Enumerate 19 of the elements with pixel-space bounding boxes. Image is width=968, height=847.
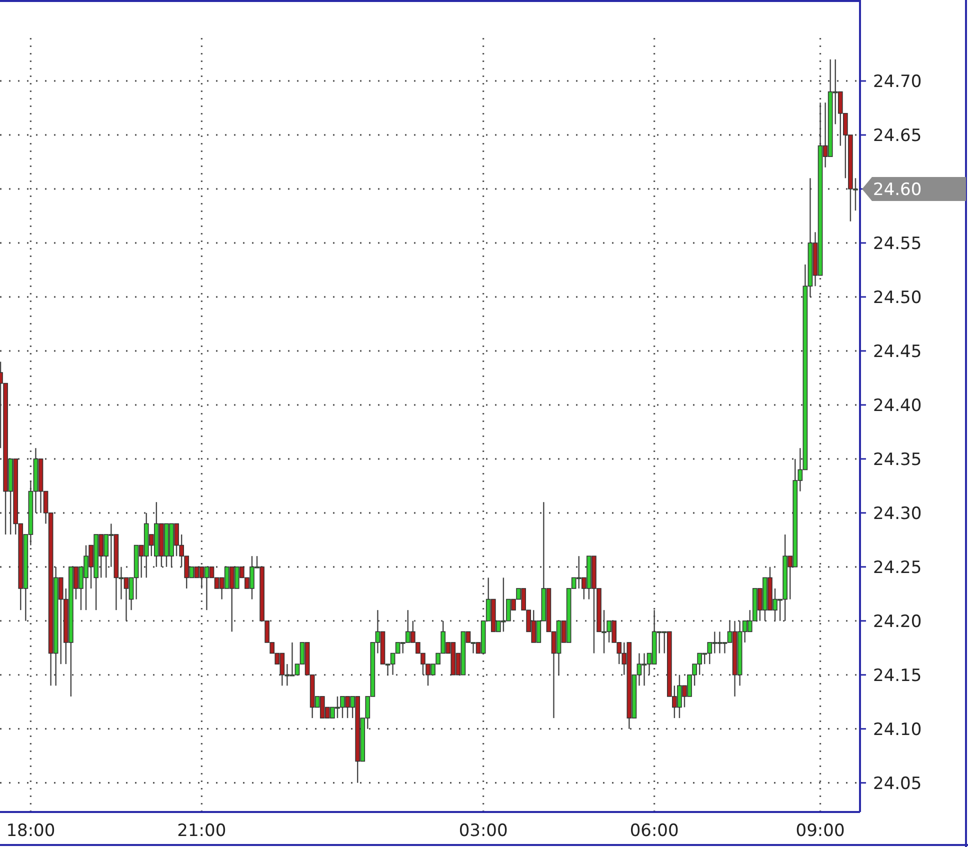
y-tick-label: 24.65: [873, 126, 922, 146]
y-tick-label: 24.05: [873, 774, 922, 794]
y-tick-label: 24.15: [873, 666, 922, 686]
y-tick-label: 24.25: [873, 558, 922, 578]
y-tick-label: 24.55: [873, 234, 922, 254]
y-tick-label: 24.30: [873, 504, 922, 524]
x-tick-label: 21:00: [177, 821, 226, 841]
y-tick-label: 24.70: [873, 72, 922, 92]
y-tick-label: 24.20: [873, 612, 922, 632]
x-tick-label: 18:00: [6, 821, 56, 841]
x-tick-label: 06:00: [630, 821, 679, 841]
y-tick-label: 24.35: [873, 450, 922, 470]
x-tick-label: 09:00: [796, 821, 845, 841]
y-tick-label: 24.50: [873, 288, 922, 308]
text: 24.60: [873, 180, 922, 200]
y-tick-label: 24.40: [873, 396, 922, 416]
y-tick-label: 24.45: [873, 342, 922, 362]
x-tick-label: 03:00: [458, 821, 508, 841]
y-tick-label: 24.10: [873, 720, 922, 740]
